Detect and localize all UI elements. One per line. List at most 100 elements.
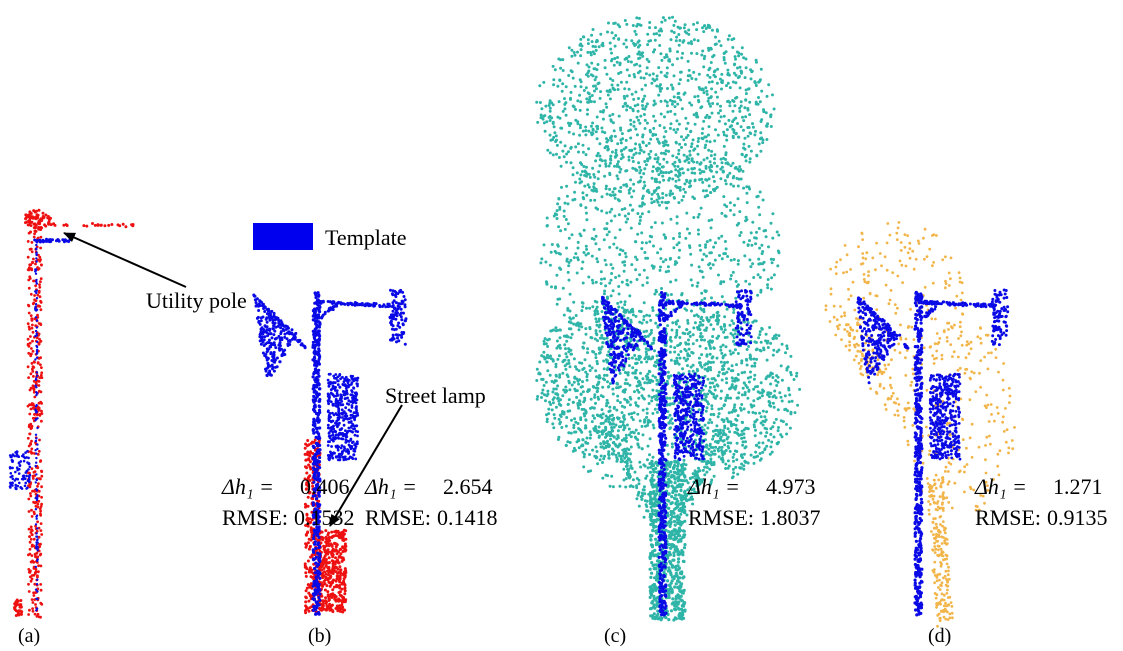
point — [599, 110, 602, 113]
point — [758, 227, 761, 230]
point — [31, 340, 34, 343]
point — [683, 154, 686, 157]
point — [82, 224, 85, 227]
point — [274, 322, 277, 325]
point — [661, 175, 664, 178]
point — [616, 56, 619, 59]
point — [585, 194, 588, 197]
point — [567, 74, 570, 77]
point — [708, 125, 711, 128]
point — [268, 339, 271, 342]
point — [673, 128, 676, 131]
point — [318, 546, 321, 549]
point — [34, 211, 37, 214]
point — [397, 339, 400, 342]
point — [653, 48, 656, 51]
point — [564, 386, 567, 389]
point — [628, 192, 631, 195]
point — [675, 36, 678, 39]
point — [722, 131, 725, 134]
point — [570, 419, 573, 422]
point — [678, 96, 681, 99]
point — [737, 263, 740, 266]
point — [695, 28, 698, 31]
point — [724, 252, 727, 255]
point — [728, 34, 731, 37]
point — [273, 314, 276, 317]
point — [316, 586, 319, 589]
point — [36, 241, 39, 244]
point — [650, 201, 653, 204]
point — [585, 166, 588, 169]
point — [343, 577, 346, 580]
point — [343, 571, 346, 574]
point — [666, 201, 669, 204]
point — [350, 456, 353, 459]
point — [644, 84, 647, 87]
point — [671, 103, 674, 106]
point — [586, 108, 589, 111]
point — [635, 169, 638, 172]
point — [316, 342, 319, 345]
point — [724, 328, 727, 331]
point — [648, 240, 651, 243]
point — [552, 426, 555, 429]
point — [325, 538, 328, 541]
point — [351, 394, 354, 397]
point — [318, 577, 321, 580]
point — [742, 119, 745, 122]
point — [28, 571, 31, 574]
point — [710, 154, 713, 157]
point — [757, 263, 760, 266]
point — [637, 161, 640, 164]
point — [638, 39, 641, 42]
point — [594, 317, 597, 320]
point — [35, 345, 37, 347]
point — [588, 326, 591, 329]
point — [696, 285, 699, 288]
point — [754, 130, 757, 133]
point — [686, 299, 689, 302]
point — [32, 601, 35, 604]
point — [27, 304, 30, 307]
point — [340, 588, 343, 591]
point — [327, 379, 330, 382]
point — [655, 85, 658, 88]
point — [595, 329, 598, 332]
point — [31, 324, 34, 327]
point — [404, 298, 407, 301]
point — [628, 433, 631, 436]
point — [540, 107, 543, 110]
point — [37, 482, 40, 485]
point — [342, 532, 345, 535]
point — [399, 313, 402, 316]
point — [723, 301, 726, 304]
point — [315, 583, 318, 586]
point — [589, 430, 592, 433]
point — [331, 434, 334, 437]
point — [734, 55, 737, 58]
point — [688, 348, 691, 351]
point — [740, 70, 743, 73]
point — [286, 337, 289, 340]
point — [559, 58, 562, 61]
point — [316, 569, 319, 572]
point — [586, 101, 589, 104]
point — [737, 197, 740, 200]
point — [724, 62, 727, 65]
point — [648, 142, 651, 145]
point — [619, 129, 622, 132]
point — [334, 562, 337, 565]
point — [729, 183, 732, 186]
point — [33, 471, 36, 474]
point — [318, 405, 321, 408]
point — [740, 125, 743, 128]
point — [33, 236, 36, 239]
point — [351, 375, 354, 378]
point — [674, 161, 677, 164]
point — [576, 256, 579, 259]
point — [687, 339, 690, 342]
point — [312, 551, 315, 554]
point — [776, 264, 779, 267]
point — [320, 302, 323, 305]
